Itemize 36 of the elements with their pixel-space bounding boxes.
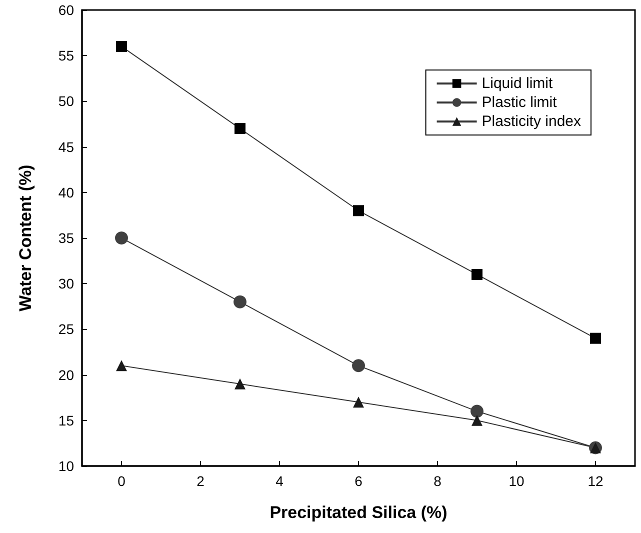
y-tick-label: 40 (58, 184, 74, 200)
y-tick-label: 35 (58, 230, 74, 246)
x-tick-label: 4 (276, 473, 284, 489)
point (234, 378, 246, 390)
x-tick-label: 2 (196, 473, 205, 489)
y-tick-label: 55 (58, 48, 74, 64)
point (115, 232, 128, 244)
point (353, 205, 364, 216)
point (470, 404, 484, 418)
legend-label: Plastic limit (482, 94, 558, 111)
y-tick-label: 50 (58, 93, 74, 110)
y-tick-label: 30 (58, 276, 74, 292)
y-tick-label: 25 (58, 321, 74, 338)
point (116, 360, 127, 372)
point (590, 332, 601, 344)
x-tick-label: 12 (588, 473, 604, 489)
x-tick-label: 0 (118, 473, 126, 489)
x-tick-label: 6 (354, 473, 363, 489)
y-tick-label: 20 (58, 366, 74, 383)
y-axis-title: Water Content (%) (16, 164, 35, 312)
y-tick-label: 15 (58, 412, 74, 428)
point (352, 359, 365, 372)
point (472, 414, 482, 426)
point (353, 396, 364, 408)
legend-label: Plasticity index (482, 113, 582, 130)
y-tick-label: 45 (58, 138, 74, 155)
x-tick-label: 10 (508, 473, 524, 489)
x-axis-title: Precipitated Silica (%) (270, 503, 448, 522)
y-tick-label: 60 (58, 2, 74, 18)
point (234, 123, 246, 134)
point (472, 268, 482, 280)
x-tick-label: 8 (434, 473, 442, 489)
y-tick-label: 10 (58, 458, 74, 474)
point (234, 295, 246, 308)
point (116, 40, 127, 52)
legend-label: Liquid limit (482, 75, 554, 92)
